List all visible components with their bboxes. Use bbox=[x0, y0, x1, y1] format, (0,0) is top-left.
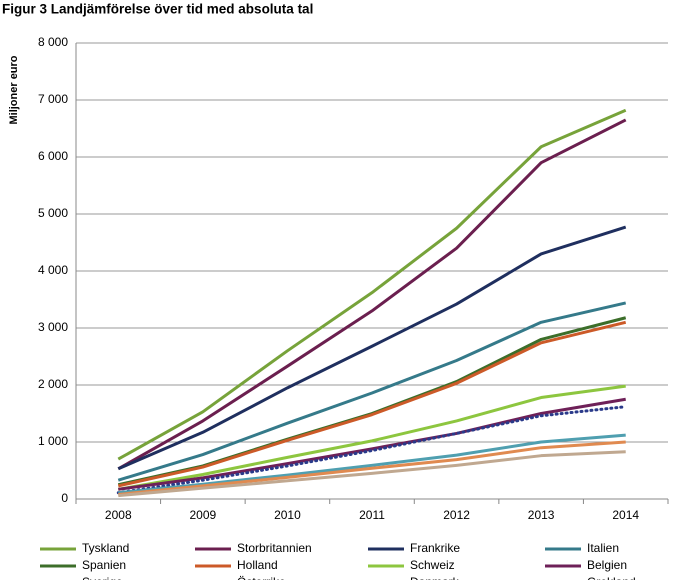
series-line bbox=[117, 118, 627, 471]
legend-label: Grekland bbox=[587, 575, 636, 580]
y-tick-label: 7 000 bbox=[38, 92, 68, 106]
y-tick-label: 0 bbox=[61, 491, 68, 505]
x-tick-label: 2011 bbox=[359, 508, 385, 522]
series-line bbox=[118, 384, 626, 491]
y-tick-label: 5 000 bbox=[38, 206, 68, 220]
series-line bbox=[117, 108, 627, 461]
series-line bbox=[117, 301, 627, 482]
series-line bbox=[118, 433, 626, 495]
legend-label: Danmark bbox=[410, 575, 460, 580]
legend-label: Belgien bbox=[587, 558, 627, 572]
series-line bbox=[117, 316, 627, 487]
series-line bbox=[118, 450, 626, 498]
x-tick-label: 2013 bbox=[528, 508, 555, 522]
x-tick-label: 2009 bbox=[190, 508, 217, 522]
chart-title: Figur 3 Landjämförelse över tid med abso… bbox=[2, 2, 313, 17]
y-tick-label: 1 000 bbox=[38, 434, 68, 448]
legend-label: Österrike bbox=[237, 575, 286, 580]
y-axis-label: Miljoner euro bbox=[8, 55, 20, 124]
legend-label: Sverige bbox=[82, 575, 123, 580]
series-line bbox=[117, 320, 627, 488]
legend-label: Frankrike bbox=[410, 541, 460, 555]
series-line bbox=[116, 405, 628, 495]
y-tick-label: 3 000 bbox=[38, 320, 68, 334]
series-line bbox=[117, 225, 627, 471]
legend-label: Storbritannien bbox=[237, 541, 312, 555]
series-line bbox=[118, 397, 626, 491]
x-tick-label: 2014 bbox=[612, 508, 639, 522]
y-tick-label: 8 000 bbox=[38, 35, 68, 49]
y-tick-label: 4 000 bbox=[38, 263, 68, 277]
x-tick-label: 2012 bbox=[443, 508, 470, 522]
legend-label: Italien bbox=[587, 541, 619, 555]
series-line bbox=[118, 440, 626, 496]
x-tick-label: 2010 bbox=[274, 508, 301, 522]
y-tick-label: 2 000 bbox=[38, 377, 68, 391]
y-tick-label: 6 000 bbox=[38, 149, 68, 163]
legend-label: Tyskland bbox=[82, 541, 129, 555]
x-tick-label: 2008 bbox=[105, 508, 132, 522]
legend-label: Schweiz bbox=[410, 558, 455, 572]
legend-label: Holland bbox=[237, 558, 278, 572]
legend-label: Spanien bbox=[82, 558, 126, 572]
